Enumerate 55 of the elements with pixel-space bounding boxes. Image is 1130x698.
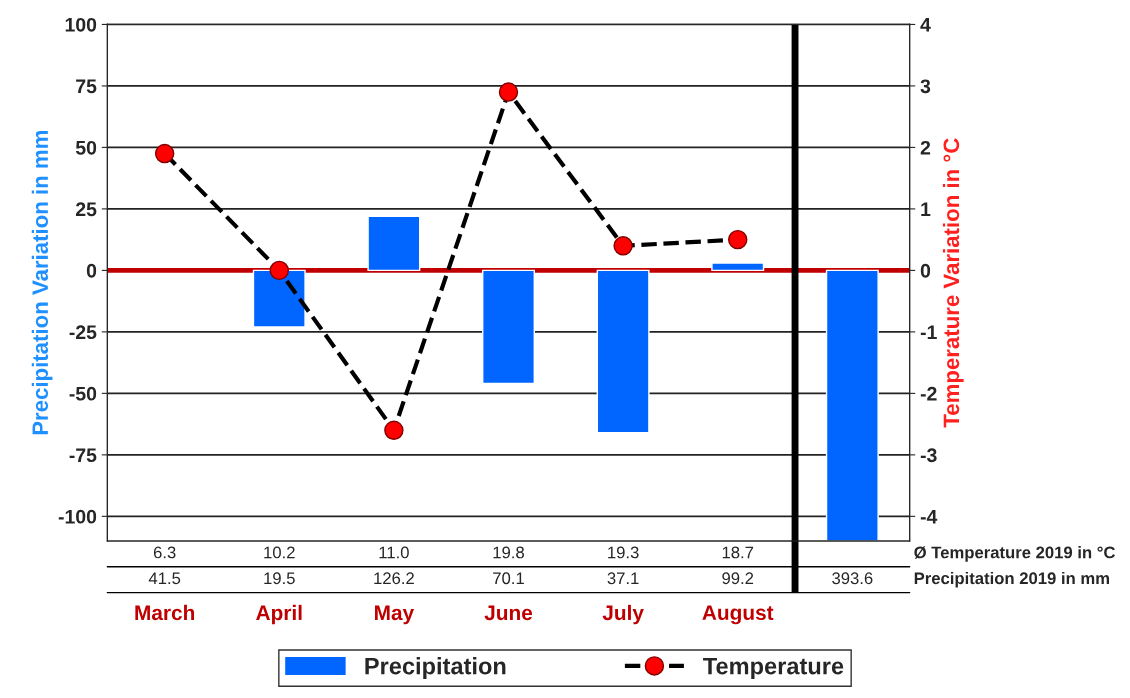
legend-label: Precipitation <box>365 657 506 680</box>
text: 70.1 <box>493 572 524 585</box>
bar <box>482 269 535 385</box>
text: 99.2 <box>722 572 754 585</box>
y-tick-label: -75 <box>69 448 97 463</box>
text: 10.2 <box>264 546 295 559</box>
point <box>728 229 748 250</box>
x-tick-label: May <box>375 605 415 625</box>
text: 6.3 <box>153 546 176 559</box>
text: 126.2 <box>374 572 414 585</box>
y-tick-label: -25 <box>69 325 97 340</box>
y-axis-title: Precipitation Variation in mm <box>31 130 53 435</box>
bar <box>596 269 650 434</box>
y2-tick-label: 0 <box>920 263 931 278</box>
y-tick-label: -100 <box>58 509 97 524</box>
text: 37.1 <box>607 572 639 585</box>
y2-tick-label: 4 <box>920 18 931 32</box>
y2-tick-label: -1 <box>920 325 937 339</box>
text: 19.8 <box>493 546 524 559</box>
point <box>269 260 289 281</box>
y-tick-label: -50 <box>69 386 97 401</box>
bar <box>825 269 879 541</box>
text: 19.3 <box>608 546 639 559</box>
x-tick-label: August <box>702 605 774 625</box>
text: 19.5 <box>264 572 295 585</box>
text: Precipitation 2019 in mm <box>914 571 1109 588</box>
point <box>613 236 633 256</box>
y-tick-label: 0 <box>86 263 97 278</box>
y2-tick-label: 1 <box>921 202 931 216</box>
x-tick-label: July <box>602 604 644 625</box>
point <box>384 420 404 440</box>
y-tick-label: 100 <box>65 17 97 32</box>
y2-tick-label: -4 <box>920 510 938 524</box>
y2-axis-title: Temperature Variation in °C <box>942 138 964 428</box>
bar <box>367 215 421 272</box>
y-tick-label: 50 <box>75 140 97 155</box>
y2-tick-label: -3 <box>920 448 937 463</box>
bar <box>252 269 306 328</box>
text: 41.5 <box>148 572 181 585</box>
text: 393.6 <box>832 572 873 585</box>
text: 18.7 <box>722 546 754 559</box>
y-tick-label: 25 <box>75 202 97 217</box>
x-tick-label: April <box>256 604 302 625</box>
bar <box>711 262 765 272</box>
text: 11.0 <box>379 546 409 559</box>
x-tick-label: June <box>484 605 533 621</box>
y2-tick-label: 2 <box>920 140 931 155</box>
x-tick-label: March <box>135 604 195 621</box>
text: Ø Temperature 2019 in °C <box>914 546 1116 562</box>
point <box>498 82 519 102</box>
y2-tick-label: -2 <box>920 386 937 401</box>
y2-tick-label: 3 <box>920 79 931 94</box>
y-tick-label: 75 <box>76 79 97 94</box>
legend-label: Temperature <box>703 657 844 680</box>
point <box>154 143 175 164</box>
